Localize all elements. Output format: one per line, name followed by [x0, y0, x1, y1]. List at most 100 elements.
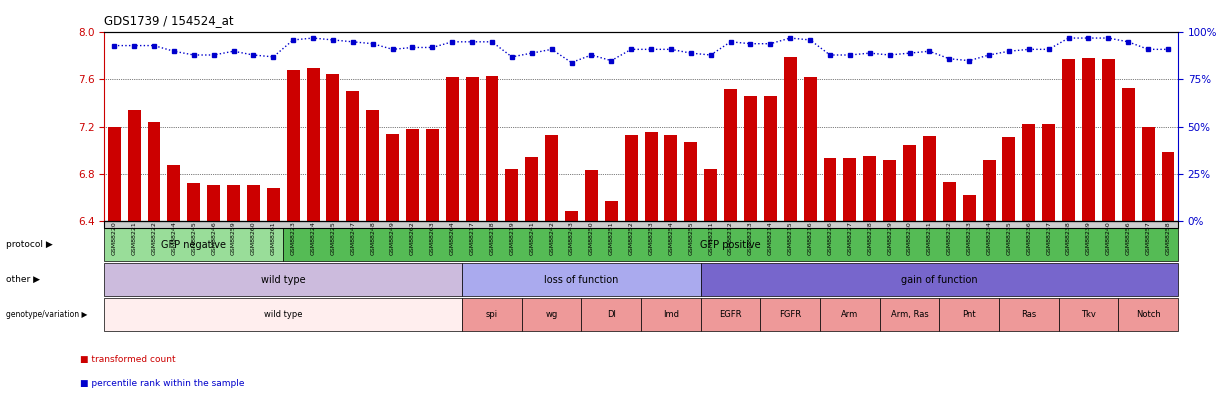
Bar — [724, 89, 737, 221]
Text: GSM88234: GSM88234 — [987, 221, 991, 255]
Text: GSM88228: GSM88228 — [867, 221, 872, 255]
Text: Dl: Dl — [607, 310, 616, 319]
Bar — [346, 91, 360, 221]
Text: GSM88239: GSM88239 — [1086, 221, 1091, 255]
Text: GSM88224: GSM88224 — [310, 221, 315, 255]
Text: GSM88252: GSM88252 — [628, 221, 633, 255]
Text: GFP positive: GFP positive — [701, 240, 761, 249]
Text: Tkv: Tkv — [1081, 310, 1096, 319]
Text: GSM88227: GSM88227 — [848, 221, 853, 255]
Bar — [942, 182, 956, 221]
Bar — [883, 160, 896, 221]
Text: Arm: Arm — [842, 310, 859, 319]
Text: GSM88236: GSM88236 — [1026, 221, 1032, 255]
Bar — [1102, 60, 1115, 221]
Text: GFP negative: GFP negative — [161, 240, 226, 249]
Text: GSM88230: GSM88230 — [907, 221, 912, 255]
Text: GSM88233: GSM88233 — [967, 221, 972, 255]
Text: GSM88250: GSM88250 — [589, 221, 594, 255]
Bar — [566, 211, 578, 221]
Text: GSM88213: GSM88213 — [748, 221, 753, 255]
Text: GSM88259: GSM88259 — [231, 221, 236, 255]
Bar — [108, 126, 120, 221]
Text: spi: spi — [486, 310, 498, 319]
Text: GSM88242: GSM88242 — [550, 221, 555, 255]
Text: GSM88244: GSM88244 — [172, 221, 177, 255]
Text: wild type: wild type — [261, 275, 306, 285]
Bar — [545, 135, 558, 221]
Bar — [406, 129, 418, 221]
Bar — [1063, 60, 1075, 221]
Text: GSM88262: GSM88262 — [410, 221, 415, 255]
Text: GSM88237: GSM88237 — [1047, 221, 1052, 255]
Text: GSM88257: GSM88257 — [1146, 221, 1151, 255]
Text: ■ transformed count: ■ transformed count — [80, 355, 175, 364]
Bar — [1002, 137, 1016, 221]
Bar — [247, 185, 260, 221]
Text: protocol ▶: protocol ▶ — [6, 240, 53, 249]
Text: Pnt: Pnt — [962, 310, 975, 319]
Text: GSM88217: GSM88217 — [470, 221, 475, 255]
Text: GSM88260: GSM88260 — [250, 221, 256, 255]
Text: GSM88229: GSM88229 — [887, 221, 892, 255]
Text: other ▶: other ▶ — [6, 275, 40, 284]
Bar — [207, 185, 220, 221]
Text: GDS1739 / 154524_at: GDS1739 / 154524_at — [104, 14, 234, 27]
Text: GSM88220: GSM88220 — [112, 221, 117, 255]
Bar — [188, 183, 200, 221]
Text: GSM88241: GSM88241 — [529, 221, 534, 255]
Text: GSM88246: GSM88246 — [211, 221, 216, 255]
Bar — [1082, 58, 1094, 221]
Bar — [585, 170, 598, 221]
Text: GSM88248: GSM88248 — [371, 221, 375, 255]
Text: GSM88264: GSM88264 — [450, 221, 455, 255]
Text: wild type: wild type — [264, 310, 303, 319]
Text: GSM88221: GSM88221 — [131, 221, 136, 255]
Bar — [923, 136, 936, 221]
Bar — [1141, 126, 1155, 221]
Text: wg: wg — [546, 310, 558, 319]
Text: GSM88226: GSM88226 — [827, 221, 832, 255]
Bar — [506, 169, 518, 221]
Text: GSM88238: GSM88238 — [1066, 221, 1071, 255]
Bar — [445, 77, 459, 221]
Bar — [466, 77, 479, 221]
Text: GSM88240: GSM88240 — [1106, 221, 1110, 255]
Bar — [665, 135, 677, 221]
Text: GSM88212: GSM88212 — [728, 221, 733, 255]
Bar — [804, 77, 816, 221]
Text: Imd: Imd — [663, 310, 679, 319]
Text: GSM88216: GSM88216 — [807, 221, 812, 255]
Text: GSM88218: GSM88218 — [490, 221, 494, 255]
Bar — [983, 160, 995, 221]
Bar — [128, 110, 141, 221]
Text: GSM88258: GSM88258 — [1166, 221, 1171, 255]
Bar — [843, 158, 856, 221]
Text: EGFR: EGFR — [719, 310, 742, 319]
Text: GSM88263: GSM88263 — [429, 221, 434, 255]
Text: genotype/variation ▶: genotype/variation ▶ — [6, 310, 87, 319]
Text: FGFR: FGFR — [779, 310, 801, 319]
Text: GSM88222: GSM88222 — [151, 221, 157, 255]
Text: GSM88211: GSM88211 — [708, 221, 713, 255]
Text: GSM88247: GSM88247 — [351, 221, 356, 255]
Text: GSM88254: GSM88254 — [669, 221, 674, 255]
Bar — [605, 201, 617, 221]
Text: GSM88219: GSM88219 — [509, 221, 514, 255]
Bar — [1042, 124, 1055, 221]
Bar — [426, 129, 439, 221]
Text: GSM88214: GSM88214 — [768, 221, 773, 255]
Bar — [307, 68, 319, 221]
Text: GSM88261: GSM88261 — [271, 221, 276, 255]
Text: Arm, Ras: Arm, Ras — [891, 310, 929, 319]
Bar — [486, 76, 498, 221]
Bar — [704, 169, 717, 221]
Bar — [227, 185, 240, 221]
Bar — [963, 195, 975, 221]
Bar — [326, 74, 340, 221]
Bar — [903, 145, 917, 221]
Bar — [644, 132, 658, 221]
Text: Notch: Notch — [1136, 310, 1161, 319]
Bar — [525, 157, 539, 221]
Bar — [266, 188, 280, 221]
